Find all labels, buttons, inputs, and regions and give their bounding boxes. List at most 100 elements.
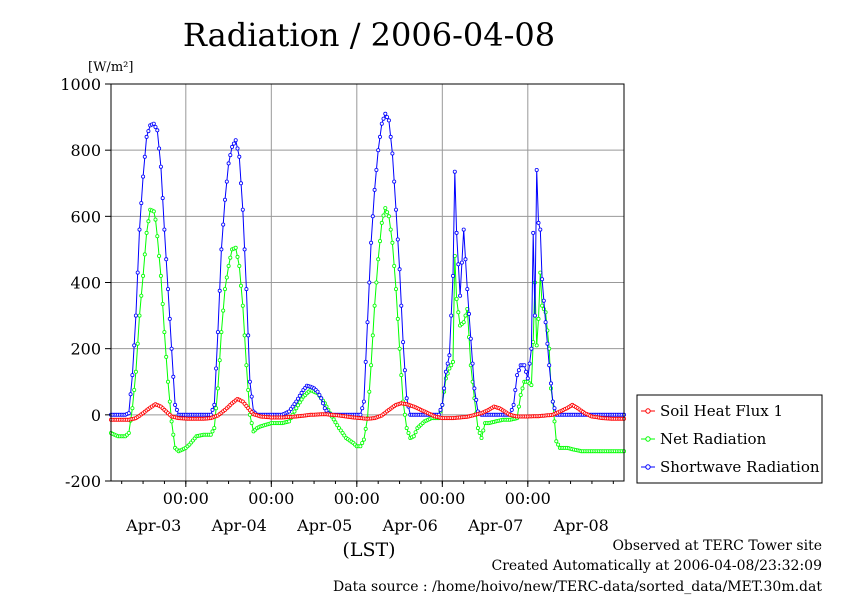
data-point	[333, 420, 338, 425]
y-tick-label: 0	[91, 406, 101, 425]
data-point	[160, 301, 165, 306]
data-point	[249, 394, 254, 399]
data-point	[474, 397, 479, 402]
data-point	[461, 227, 466, 232]
footer-source: Data source : /home/hoivo/new/TERC-data/…	[333, 579, 822, 595]
data-point	[513, 387, 518, 392]
data-point	[164, 354, 169, 359]
data-point	[237, 263, 242, 268]
data-point	[381, 116, 386, 121]
data-point	[370, 214, 375, 219]
data-point	[226, 161, 231, 166]
data-point	[470, 361, 475, 366]
data-point	[529, 383, 534, 388]
data-point	[153, 125, 158, 130]
data-point	[393, 287, 398, 292]
data-point	[226, 263, 231, 268]
data-point	[242, 333, 247, 338]
data-point	[208, 432, 213, 437]
data-point	[449, 313, 454, 318]
data-point	[294, 399, 299, 404]
data-point	[395, 316, 400, 321]
data-point	[370, 333, 375, 338]
data-point	[402, 412, 407, 417]
data-point	[377, 239, 382, 244]
data-point	[222, 287, 227, 292]
data-point	[440, 402, 445, 407]
data-point	[167, 316, 172, 321]
data-point	[217, 288, 222, 293]
data-point	[475, 426, 480, 431]
data-point	[452, 169, 457, 174]
data-point	[443, 369, 448, 374]
data-point	[360, 440, 365, 445]
series-line	[111, 112, 624, 416]
data-point	[297, 393, 302, 398]
data-point	[520, 386, 525, 391]
data-point	[360, 406, 365, 411]
data-point	[214, 366, 219, 371]
data-point	[130, 406, 135, 411]
data-point	[518, 392, 523, 397]
data-point	[556, 442, 561, 447]
x-tick-time-label: 00:00	[419, 489, 465, 508]
x-tick-date-label: Apr-07	[467, 516, 523, 535]
data-point	[386, 118, 391, 123]
data-point	[221, 308, 226, 313]
data-point	[153, 217, 158, 222]
data-point	[158, 164, 163, 169]
data-point	[315, 389, 320, 394]
data-point	[379, 220, 384, 225]
x-tick-date-label: Apr-03	[125, 516, 181, 535]
data-point	[383, 111, 388, 116]
data-point	[235, 146, 240, 151]
data-point	[230, 144, 235, 149]
data-point	[169, 419, 174, 424]
data-point	[399, 303, 404, 308]
data-point	[399, 373, 404, 378]
data-point	[456, 262, 461, 267]
data-point	[247, 412, 252, 417]
data-point	[174, 407, 179, 412]
data-point	[126, 430, 131, 435]
data-point	[169, 346, 174, 351]
data-point	[215, 330, 220, 335]
data-point	[297, 400, 302, 405]
data-point	[390, 151, 395, 156]
data-point	[317, 392, 322, 397]
data-point	[372, 303, 377, 308]
data-point	[516, 404, 521, 409]
data-point	[158, 273, 163, 278]
data-point	[392, 263, 397, 268]
data-point	[217, 358, 222, 363]
data-point	[383, 206, 388, 211]
legend-marker	[645, 436, 651, 442]
data-point	[386, 214, 391, 219]
data-point	[132, 343, 137, 348]
data-point	[135, 270, 140, 275]
footer-observed: Observed at TERC Tower site	[612, 538, 822, 554]
data-point	[221, 222, 226, 227]
data-point	[461, 320, 466, 325]
data-point	[385, 210, 390, 215]
data-point	[395, 237, 400, 242]
data-point	[515, 373, 520, 378]
data-point	[224, 275, 229, 280]
data-point	[214, 406, 219, 411]
data-point	[237, 154, 242, 159]
data-point	[385, 115, 390, 120]
data-point	[215, 386, 220, 391]
y-axis: -200 0 200 400 600 800 1000	[60, 75, 111, 491]
data-point	[534, 343, 539, 348]
data-point	[160, 196, 165, 201]
data-point	[438, 407, 443, 412]
data-point	[463, 313, 468, 318]
data-point	[547, 363, 552, 368]
data-point	[171, 432, 176, 437]
data-point	[459, 260, 464, 265]
data-point	[449, 363, 454, 368]
data-point	[511, 402, 516, 407]
data-point	[219, 247, 224, 252]
data-point	[363, 359, 368, 364]
legend: Soil Heat Flux 1 Net Radiation Shortwave R…	[636, 394, 823, 484]
